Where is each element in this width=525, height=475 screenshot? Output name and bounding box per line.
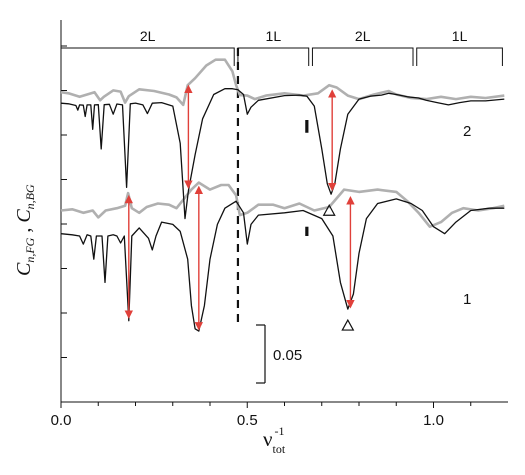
black-series-line-lower — [60, 198, 505, 332]
y-axis-title-symbol-2: C — [13, 209, 35, 223]
x-tick-label: 0.5 — [237, 412, 258, 429]
region-bracket — [311, 47, 414, 66]
grey-series-line-upper — [60, 58, 505, 107]
y-axis-title-separator: , — [13, 223, 35, 238]
x-tick-label: 1.0 — [423, 412, 444, 429]
svg-text:Cn,FG , Cn,BG: Cn,FG , Cn,BG — [13, 184, 37, 276]
region-bracket — [237, 47, 310, 66]
x-axis-ticks: 0.0 0.5 1.0 — [51, 402, 472, 429]
x-tick-label: 0.0 — [51, 412, 72, 429]
y-axis-title-sub-1: n,FG — [23, 237, 37, 262]
x-axis-title-superscript: -1 — [275, 424, 285, 438]
red-arrows — [124, 84, 355, 331]
series-lines — [60, 58, 505, 332]
region-bracket — [60, 47, 235, 66]
region-label: 1L — [452, 28, 468, 44]
triangle-marker — [322, 203, 336, 216]
region-brackets: 2L 1L 2L 1L — [60, 28, 503, 66]
x-axis-title: ν -1 tot — [263, 424, 286, 456]
y-axis-ticks — [61, 45, 67, 358]
region-bracket — [416, 47, 503, 66]
region-label: 2L — [140, 28, 156, 44]
curve-label-upper: 2 — [463, 123, 471, 140]
region-label: 1L — [266, 28, 282, 44]
y-axis-title-symbol-1: C — [13, 262, 35, 276]
y-axis-title: Cn,FG , Cn,BG — [13, 184, 37, 276]
scale-bar: 0.05 — [256, 324, 302, 384]
black-series-line-upper — [60, 88, 505, 220]
axis-frame — [60, 20, 508, 403]
markers — [305, 120, 355, 331]
x-axis-title-symbol: ν — [263, 427, 273, 451]
region-label: 2L — [355, 28, 371, 44]
grey-series-line-lower — [60, 181, 505, 228]
triangle-marker — [341, 318, 355, 331]
scale-bar-label: 0.05 — [273, 347, 302, 364]
x-axis-title-subscript: tot — [273, 442, 286, 456]
curve-label-lower: 1 — [463, 291, 471, 308]
y-axis-title-sub-2: n,BG — [23, 184, 37, 209]
curve-labels: 2 1 — [463, 123, 471, 308]
